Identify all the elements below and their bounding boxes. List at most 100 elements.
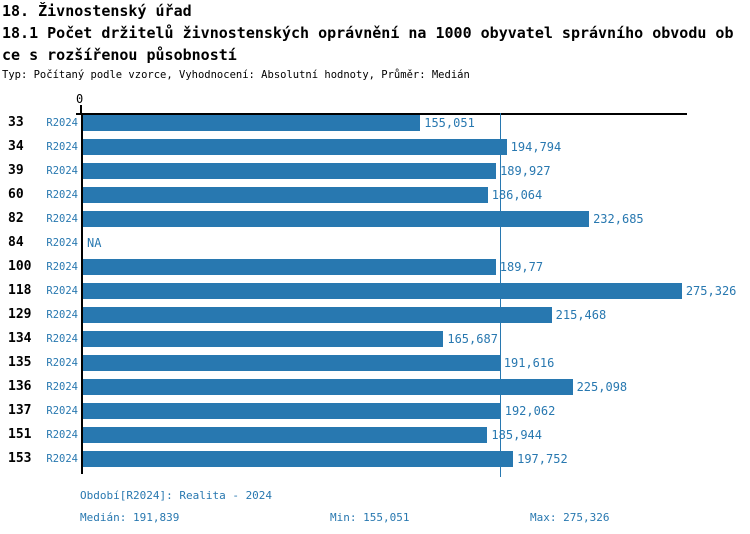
row-code: 118 (8, 283, 32, 298)
value-label: 189,77 (499, 260, 544, 274)
row-code: 39 (8, 163, 24, 178)
value-label: 232,685 (593, 212, 644, 226)
value-label: 215,468 (555, 308, 607, 322)
footer-min: Min: 155,051 (330, 511, 410, 524)
value-bar (83, 259, 496, 275)
row-bar-area: 185,944 (83, 427, 687, 443)
value-bar (83, 403, 501, 419)
row-period-label: R2024 (46, 309, 78, 321)
chart-subtitle-line1: 18.1 Počet držitelů živnostenských opráv… (2, 24, 734, 42)
bar-chart: 0 33 R2024 155,051 34 R2024 194,794 39 R… (0, 92, 750, 481)
value-label: 191,616 (503, 356, 555, 370)
value-label: 192,062 (504, 404, 556, 418)
row-bar-area: 186,064 (83, 187, 687, 203)
value-label: 186,064 (491, 188, 543, 202)
row-code: 135 (8, 355, 32, 370)
row-bar-area: 194,794 (83, 139, 687, 155)
row-period-label: R2024 (46, 453, 78, 465)
value-label: 225,098 (576, 380, 628, 394)
row-code: 60 (8, 187, 24, 202)
value-bar (83, 211, 590, 227)
value-bar (83, 139, 507, 155)
value-bar (83, 163, 497, 179)
value-bar (83, 283, 682, 299)
row-period-label: R2024 (46, 357, 78, 369)
chart-row: 118 R2024 275,326 (0, 283, 736, 307)
axis-left-line (81, 113, 83, 474)
row-period-label: R2024 (46, 285, 78, 297)
chart-row: 135 R2024 191,616 (0, 355, 687, 379)
row-bar-area: 225,098 (83, 379, 687, 395)
row-period-label: R2024 (46, 189, 78, 201)
row-code: 100 (8, 259, 32, 274)
value-bar (83, 307, 552, 323)
row-period-label: R2024 (46, 117, 78, 129)
chart-row: 151 R2024 185,944 (0, 427, 687, 451)
row-bar-area: 165,687 (83, 331, 687, 347)
value-label: 194,794 (510, 140, 562, 154)
value-bar (83, 379, 573, 395)
row-bar-area: 189,927 (83, 163, 687, 179)
chart-row: 100 R2024 189,77 (0, 259, 687, 283)
row-period-label: R2024 (46, 213, 78, 225)
row-period-label: R2024 (46, 381, 78, 393)
row-code: 84 (8, 235, 24, 250)
chart-row: 153 R2024 197,752 (0, 451, 687, 475)
footer-max: Max: 275,326 (530, 511, 610, 524)
row-code: 129 (8, 307, 32, 322)
value-label: 275,326 (685, 284, 737, 298)
chart-row: 137 R2024 192,062 (0, 403, 687, 427)
row-period-label: R2024 (46, 261, 78, 273)
chart-row: 33 R2024 155,051 (0, 115, 687, 139)
row-code: 82 (8, 211, 24, 226)
row-code: 34 (8, 139, 24, 154)
chart-row: 134 R2024 165,687 (0, 331, 687, 355)
chart-meta-info: Typ: Počítaný podle vzorce, Vyhodnocení:… (2, 69, 470, 81)
chart-rows: 33 R2024 155,051 34 R2024 194,794 39 R20… (0, 115, 736, 475)
row-code: 134 (8, 331, 32, 346)
chart-row: 34 R2024 194,794 (0, 139, 687, 163)
row-period-label: R2024 (46, 237, 78, 249)
row-period-label: R2024 (46, 429, 78, 441)
chart-row: 136 R2024 225,098 (0, 379, 687, 403)
row-period-label: R2024 (46, 141, 78, 153)
chart-row: 60 R2024 186,064 (0, 187, 687, 211)
chart-row: 129 R2024 215,468 (0, 307, 687, 331)
chart-row: 84 R2024 NA (0, 235, 687, 259)
row-period-label: R2024 (46, 333, 78, 345)
value-bar (83, 355, 500, 371)
value-label: 165,687 (447, 332, 498, 346)
footer-period: Období[R2024]: Realita - 2024 (80, 489, 273, 502)
axis-zero-tick (80, 105, 82, 115)
value-bar (83, 451, 514, 467)
row-bar-area: 275,326 (83, 283, 736, 299)
row-code: 33 (8, 115, 24, 130)
row-bar-area: 215,468 (83, 307, 687, 323)
axis-zero-label: 0 (76, 92, 84, 106)
row-bar-area: NA (83, 235, 687, 251)
row-bar-area: 192,062 (83, 403, 687, 419)
value-label: 189,927 (500, 164, 551, 178)
row-period-label: R2024 (46, 405, 78, 417)
row-bar-area: 191,616 (83, 355, 687, 371)
value-label: NA (87, 236, 102, 250)
value-bar (83, 427, 488, 443)
value-bar (83, 115, 421, 131)
value-bar (83, 331, 444, 347)
row-bar-area: 197,752 (83, 451, 687, 467)
report-header: 18. Živnostenský úřad 18.1 Počet držitel… (2, 0, 734, 82)
chart-subtitle-line2: ce s rozšířenou působností (2, 46, 237, 64)
page-title: 18. Živnostenský úřad (2, 2, 192, 20)
value-bar (83, 187, 488, 203)
footer-median: Medián: 191,839 (80, 511, 180, 524)
axis-top-line (76, 113, 687, 115)
value-label: 155,051 (424, 116, 475, 130)
row-code: 137 (8, 403, 32, 418)
row-period-label: R2024 (46, 165, 78, 177)
row-bar-area: 189,77 (83, 259, 687, 275)
row-code: 153 (8, 451, 32, 466)
row-code: 151 (8, 427, 32, 442)
chart-row: 39 R2024 189,927 (0, 163, 687, 187)
row-bar-area: 155,051 (83, 115, 687, 131)
